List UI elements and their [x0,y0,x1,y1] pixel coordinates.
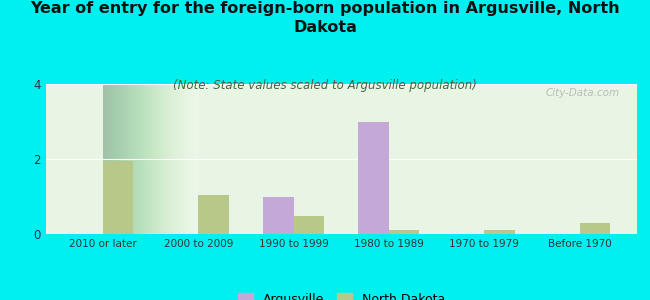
Bar [358,122,389,234]
Text: Year of entry for the foreign-born population in Argusville, North
Dakota: Year of entry for the foreign-born popul… [30,2,620,35]
Legend: Argusville, North Dakota: Argusville, North Dakota [233,288,450,300]
Bar [294,216,324,234]
Text: City-Data.com: City-Data.com [545,88,619,98]
Text: (Note: State values scaled to Argusville population): (Note: State values scaled to Argusville… [173,80,477,92]
Bar [389,230,419,234]
Bar [263,196,294,234]
Bar [198,195,229,234]
Bar [484,230,515,234]
Bar [580,223,610,234]
Bar [103,161,133,234]
